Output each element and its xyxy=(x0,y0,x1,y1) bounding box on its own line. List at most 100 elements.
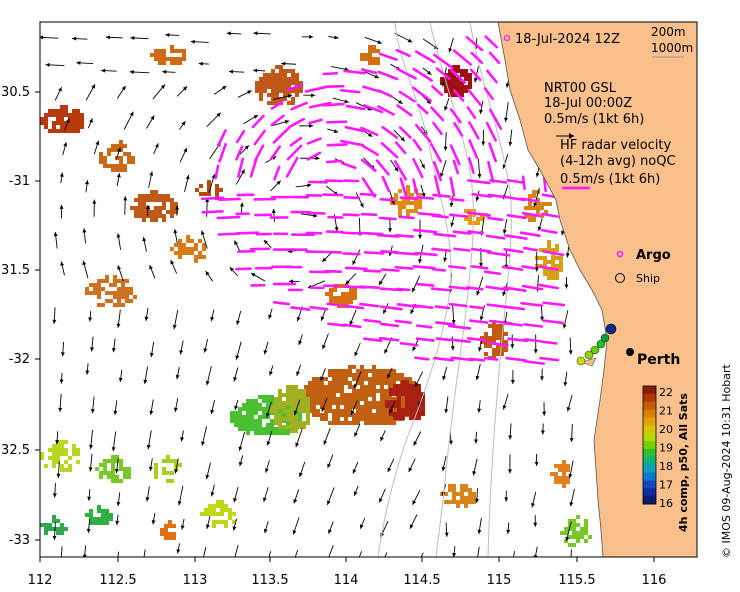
current-arrow-head xyxy=(442,375,447,381)
current-arrow-head xyxy=(113,410,118,415)
current-arrow-head xyxy=(59,560,63,564)
current-arrow-head xyxy=(111,348,116,353)
current-arrow-head xyxy=(418,258,423,264)
radar-arrow xyxy=(235,231,260,235)
radar-arrow xyxy=(507,337,528,343)
current-arrow xyxy=(570,549,572,557)
radar-arrow xyxy=(412,265,436,270)
current-arrow-head xyxy=(175,205,180,210)
radar-arrow xyxy=(344,125,366,133)
x-tick-label: 112 xyxy=(28,573,53,588)
current-arrow-head xyxy=(508,141,513,147)
current-arrow-head xyxy=(374,74,379,79)
current-arrow-head xyxy=(148,466,153,471)
colorbar-tick-label: 21 xyxy=(659,405,673,418)
radar-arrow xyxy=(542,301,566,307)
radar-arrow xyxy=(414,123,432,143)
radar-arrow xyxy=(412,178,419,196)
radar-arrow xyxy=(341,231,364,235)
radar-arrow xyxy=(452,89,465,102)
radar-arrow xyxy=(470,51,484,65)
current-arrow-head xyxy=(309,34,314,39)
sst-blob xyxy=(150,45,186,65)
current-arrow-head xyxy=(52,493,57,498)
current-arrow xyxy=(60,546,63,557)
current-arrow-head xyxy=(328,529,332,534)
current-arrow-head xyxy=(165,32,170,37)
current-arrow-head xyxy=(510,379,515,384)
current-arrow-head xyxy=(320,316,325,321)
current-arrow-head xyxy=(344,99,349,104)
sst-patches xyxy=(40,45,592,547)
radar-arrow xyxy=(431,267,447,272)
current-arrow-head xyxy=(288,279,293,284)
radar-arrow xyxy=(398,90,416,103)
radar-arrow xyxy=(326,120,348,124)
radar-arrow xyxy=(429,142,443,163)
current-arrow-head xyxy=(475,559,479,563)
current-arrow-head xyxy=(481,141,486,146)
radar-arrow xyxy=(433,232,457,238)
current-arrow-head xyxy=(200,562,204,566)
y-tick-label: 32.5 xyxy=(1,443,30,458)
radar-arrow xyxy=(448,302,468,308)
radar-arrow xyxy=(342,323,362,329)
radar-arrow xyxy=(433,53,454,69)
current-arrow-head xyxy=(566,406,571,412)
radar-arrow xyxy=(394,319,413,325)
radar-arrow xyxy=(520,301,544,307)
radar-arrow xyxy=(431,214,449,219)
current-arrow-head xyxy=(173,229,178,234)
radar-arrow xyxy=(378,52,398,61)
current-arrow-head xyxy=(60,261,65,266)
radar-arrow xyxy=(341,162,357,170)
radar-arrow xyxy=(465,36,484,52)
current-arrow-head xyxy=(540,316,545,321)
radar-arrow xyxy=(504,321,523,327)
current-arrow-head xyxy=(205,197,210,203)
radar-arrow xyxy=(471,192,493,198)
radar-arrow xyxy=(521,175,526,191)
radar-arrow xyxy=(485,234,506,240)
radar-arrow xyxy=(363,318,382,324)
radar-arrow xyxy=(453,121,464,137)
current-arrow-head xyxy=(384,349,388,354)
radar-arrow xyxy=(539,356,560,362)
current-arrow-head xyxy=(235,355,240,360)
current-arrow-head xyxy=(72,36,77,41)
current-arrow-head xyxy=(477,173,482,178)
radar-arrow xyxy=(483,356,499,361)
current-arrow-head xyxy=(88,317,93,322)
current-arrow-head xyxy=(263,239,269,245)
ship-track-point xyxy=(576,356,586,366)
current-arrow-head xyxy=(449,202,454,207)
current-arrow-head xyxy=(562,324,567,329)
current-arrow-head xyxy=(86,528,91,533)
radar-arrow xyxy=(412,138,423,152)
current-arrow-head xyxy=(533,554,538,557)
radar-arrow xyxy=(416,195,435,200)
current-arrow-head xyxy=(534,461,539,466)
radar-arrow xyxy=(362,337,383,342)
current-arrow-head xyxy=(352,260,357,265)
radar-arrow xyxy=(340,139,365,147)
current-arrow-head xyxy=(53,232,58,237)
radar-arrow xyxy=(449,144,461,166)
radar-arrow xyxy=(415,282,435,287)
current-arrow-head xyxy=(253,68,258,73)
current-arrow-head xyxy=(477,408,482,413)
current-arrow-head xyxy=(309,123,314,128)
radar-arrow xyxy=(399,341,419,347)
colorbar-swatch xyxy=(643,480,656,489)
radar-arrow xyxy=(541,340,558,345)
radar-arrow xyxy=(489,108,503,130)
current-arrow-head xyxy=(149,264,153,270)
current-arrow-head xyxy=(172,324,177,330)
current-arrow-head xyxy=(203,348,208,353)
radar-arrow xyxy=(467,230,484,235)
current-arrow-head xyxy=(284,119,290,124)
radar-arrow xyxy=(433,356,455,362)
sst-blob xyxy=(170,235,206,263)
current-arrow-head xyxy=(320,376,324,381)
current-arrow-head xyxy=(313,213,318,218)
